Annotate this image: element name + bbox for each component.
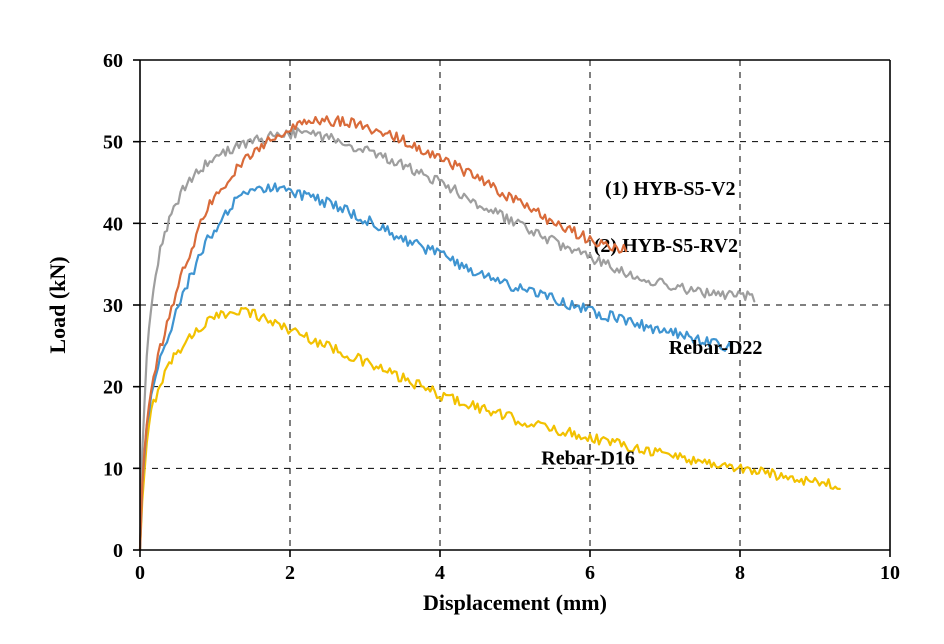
ytick-label: 60 <box>103 50 123 72</box>
xtick-label: 8 <box>735 562 745 584</box>
ytick-label: 50 <box>103 132 123 154</box>
series-label-hyb_s5_v2: (1) HYB-S5-V2 <box>605 178 736 200</box>
xtick-label: 0 <box>135 562 145 584</box>
ytick-label: 40 <box>103 213 123 235</box>
ytick-label: 0 <box>113 540 123 562</box>
ytick-label: 20 <box>103 377 123 399</box>
xtick-label: 10 <box>880 562 900 584</box>
xtick-label: 6 <box>585 562 595 584</box>
ytick-label: 10 <box>103 458 123 480</box>
series-label-rebar_d16: Rebar-D16 <box>541 447 635 469</box>
xtick-label: 4 <box>435 562 445 584</box>
series-label-rebar_d22: Rebar-D22 <box>669 337 763 359</box>
xtick-label: 2 <box>285 562 295 584</box>
x-axis-label: Displacement (mm) <box>423 590 607 615</box>
chart-svg: Rebar-D16Rebar-D22(2) HYB-S5-RV2(1) HYB-… <box>0 0 944 644</box>
load-displacement-chart: Rebar-D16Rebar-D22(2) HYB-S5-RV2(1) HYB-… <box>0 0 944 644</box>
y-axis-label: Load (kN) <box>45 256 70 353</box>
ytick-label: 30 <box>103 295 123 317</box>
